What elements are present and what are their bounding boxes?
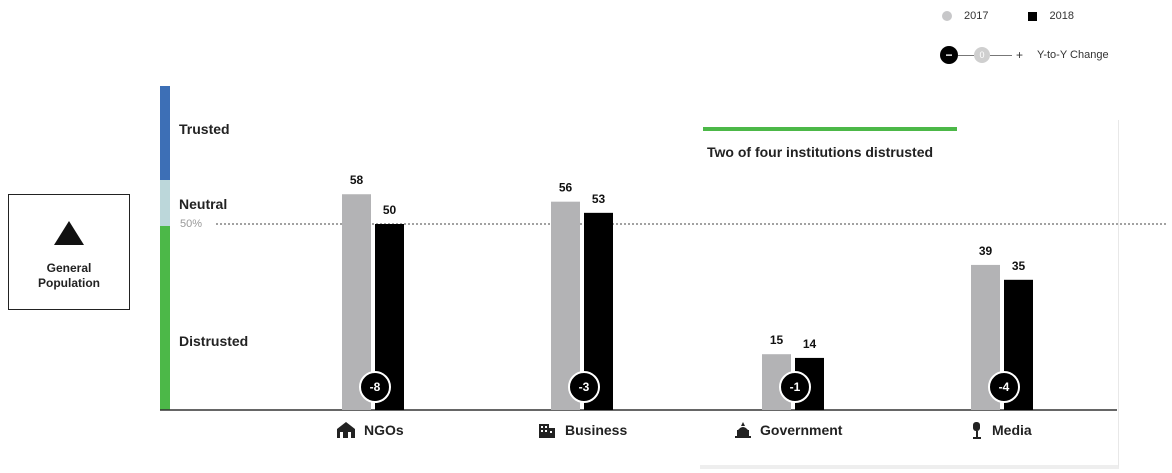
change-line bbox=[958, 54, 974, 56]
band-label-neutral: Neutral bbox=[179, 196, 228, 212]
change-label-business: -3 bbox=[579, 380, 590, 394]
fifty-percent-label: 50% bbox=[180, 218, 203, 230]
data-label-government-2017: 15 bbox=[770, 333, 784, 347]
legend-label-2017: 2017 bbox=[964, 10, 989, 22]
media-microphone-icon bbox=[973, 422, 981, 439]
band-neutral bbox=[160, 180, 170, 226]
population-label-line2: Population bbox=[38, 276, 100, 290]
band-label-distrusted: Distrusted bbox=[179, 333, 249, 349]
change-label-media: -4 bbox=[999, 380, 1010, 394]
change-label-government: -1 bbox=[790, 380, 801, 394]
legend-change: − 0 + Y-to-Y Change bbox=[940, 46, 1109, 64]
change-badge-ngos bbox=[359, 371, 391, 403]
legend-swatch-2018 bbox=[1028, 11, 1038, 21]
category-government: Government bbox=[734, 421, 842, 439]
data-label-business-2018: 53 bbox=[592, 192, 606, 206]
annotation-line bbox=[703, 127, 957, 131]
category-label-media: Media bbox=[992, 422, 1032, 438]
change-label-ngos: -8 bbox=[370, 380, 381, 394]
annotation-text: Two of four institutions distrusted bbox=[707, 144, 934, 160]
population-label: General Population bbox=[9, 261, 129, 291]
data-label-ngos-2018: 50 bbox=[383, 203, 397, 217]
band-distrusted bbox=[160, 226, 170, 410]
ngo-building-icon bbox=[337, 422, 355, 438]
distrusted-panel bbox=[700, 120, 1119, 469]
category-label-ngos: NGOs bbox=[364, 422, 404, 438]
category-business: Business bbox=[537, 421, 627, 439]
population-box: General Population bbox=[8, 194, 130, 310]
category-media: Media bbox=[970, 421, 1032, 439]
legend-swatch-2017 bbox=[942, 11, 952, 21]
change-minus-icon: − bbox=[940, 46, 958, 64]
change-plus: + bbox=[1016, 48, 1024, 62]
data-label-media-2017: 39 bbox=[979, 244, 993, 258]
legend: 2017 2018 bbox=[942, 10, 1074, 22]
category-label-government: Government bbox=[760, 422, 843, 438]
data-label-media-2018: 35 bbox=[1012, 259, 1026, 273]
population-label-line1: General bbox=[46, 261, 92, 275]
band-trusted bbox=[160, 86, 170, 180]
category-ngos: NGOs bbox=[336, 421, 404, 439]
category-label-business: Business bbox=[565, 422, 628, 438]
change-line-2 bbox=[990, 54, 1012, 56]
data-label-government-2018: 14 bbox=[803, 337, 817, 351]
change-badge-business bbox=[568, 371, 600, 403]
business-building-icon bbox=[539, 424, 555, 438]
change-label: Y-to-Y Change bbox=[1037, 49, 1109, 61]
change-zero-icon: 0 bbox=[974, 47, 990, 63]
change-badge-government bbox=[779, 371, 811, 403]
legend-label-2018: 2018 bbox=[1049, 10, 1074, 22]
data-label-ngos-2017: 58 bbox=[350, 173, 364, 187]
change-badge-media bbox=[988, 371, 1020, 403]
government-capitol-icon bbox=[735, 422, 751, 438]
band-label-trusted: Trusted bbox=[179, 121, 230, 137]
data-label-business-2017: 56 bbox=[559, 181, 573, 195]
pyramid-icon bbox=[54, 221, 84, 245]
